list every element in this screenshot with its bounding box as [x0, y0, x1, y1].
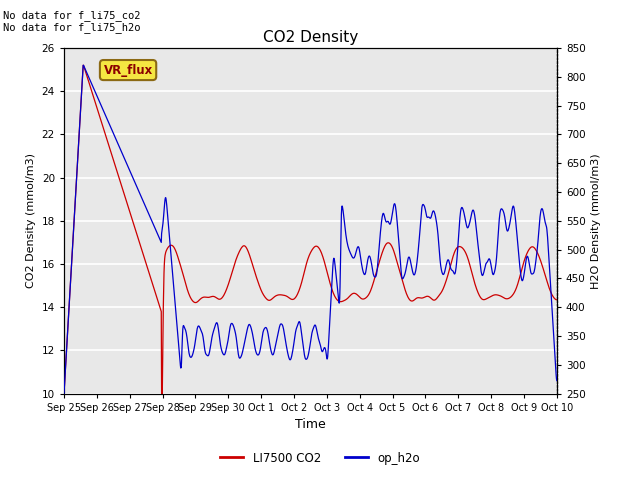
X-axis label: Time: Time — [295, 418, 326, 431]
Text: No data for f_li75_co2
No data for f_li75_h2o: No data for f_li75_co2 No data for f_li7… — [3, 10, 141, 33]
Legend: LI7500 CO2, op_h2o: LI7500 CO2, op_h2o — [215, 447, 425, 469]
Text: VR_flux: VR_flux — [104, 63, 153, 76]
Y-axis label: H2O Density (mmol/m3): H2O Density (mmol/m3) — [591, 153, 601, 288]
Title: CO2 Density: CO2 Density — [263, 30, 358, 46]
Y-axis label: CO2 Density (mmol/m3): CO2 Density (mmol/m3) — [26, 153, 36, 288]
